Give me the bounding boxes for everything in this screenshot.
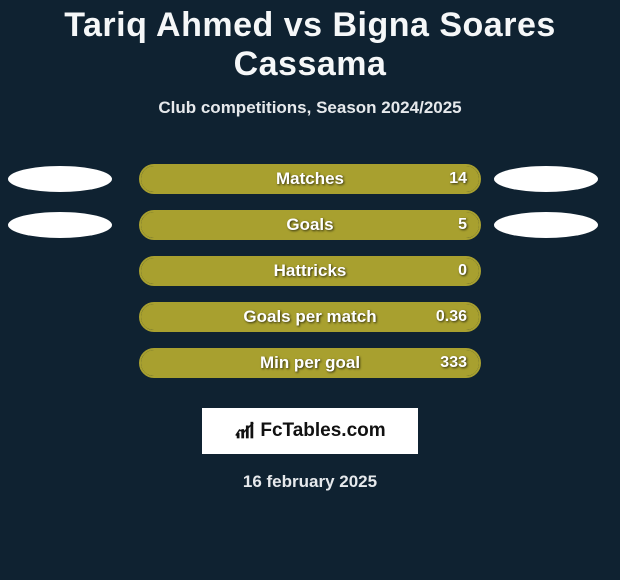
stat-bar: Goals per match0.36 [139,302,481,332]
stat-row: Min per goal333 [0,340,620,386]
stat-label: Hattricks [141,261,479,281]
stat-value: 0.36 [436,308,467,326]
left-player-marker [8,166,112,192]
stat-bar: Goals5 [139,210,481,240]
stat-value: 333 [440,354,467,372]
page-subtitle: Club competitions, Season 2024/2025 [0,98,620,118]
stat-row: Hattricks0 [0,248,620,294]
stats-bar-list: Matches14 Goals5 Hattricks0 Goals per match… [0,156,620,386]
stat-label: Goals per match [141,307,479,327]
stat-bar: Matches14 [139,164,481,194]
footer-date: 16 february 2025 [0,472,620,492]
stat-value: 5 [458,216,467,234]
stat-value: 14 [449,170,467,188]
right-player-marker [494,212,598,238]
stat-value: 0 [458,262,467,280]
branding-box: FcTables.com [202,408,418,454]
stat-bar: Hattricks0 [139,256,481,286]
stat-label: Goals [141,215,479,235]
stat-bar: Min per goal333 [139,348,481,378]
right-player-marker [494,166,598,192]
page-title: Tariq Ahmed vs Bigna Soares Cassama [0,0,620,84]
stat-row: Goals per match0.36 [0,294,620,340]
left-player-marker [8,212,112,238]
bar-chart-icon [234,420,256,442]
stat-label: Matches [141,169,479,189]
branding-text: FcTables.com [260,420,385,442]
stat-label: Min per goal [141,353,479,373]
stat-row: Matches14 [0,156,620,202]
stat-row: Goals5 [0,202,620,248]
